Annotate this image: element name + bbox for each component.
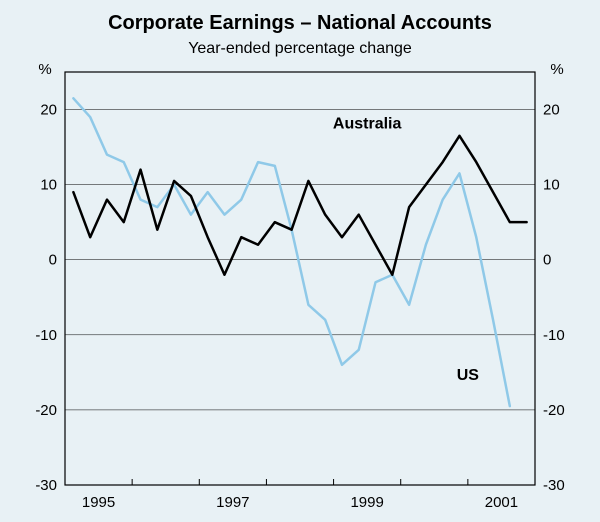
x-tick-label: 1999 — [350, 494, 383, 511]
y-tick-left: -30 — [35, 477, 57, 494]
y-tick-right: -20 — [543, 402, 565, 419]
plot-border — [65, 72, 535, 485]
y-tick-right: 20 — [543, 102, 560, 119]
y-tick-left: 20 — [40, 102, 57, 119]
series-label-us: US — [457, 367, 480, 384]
x-tick-label: 2001 — [485, 494, 518, 511]
y-axis-label-left: % — [38, 61, 51, 78]
y-tick-left: -10 — [35, 327, 57, 344]
y-tick-right: 0 — [543, 252, 551, 269]
y-tick-right: -10 — [543, 327, 565, 344]
x-tick-label: 1997 — [216, 494, 249, 511]
chart-svg: Australia US -30 -30 -20 -20 -10 -10 0 0 10 10 20 20%… — [0, 0, 600, 522]
y-axis-label-right: % — [550, 61, 563, 78]
y-tick-right: -30 — [543, 477, 565, 494]
y-tick-left: -20 — [35, 402, 57, 419]
y-tick-left: 10 — [40, 177, 57, 194]
y-tick-left: 0 — [49, 252, 57, 269]
series-us — [73, 98, 509, 406]
series-label-australia: Australia — [333, 115, 402, 132]
x-tick-label: 1995 — [82, 494, 115, 511]
series-australia — [73, 136, 526, 275]
y-tick-right: 10 — [543, 177, 560, 194]
chart-container: Corporate Earnings – National Accounts Y… — [0, 0, 600, 522]
